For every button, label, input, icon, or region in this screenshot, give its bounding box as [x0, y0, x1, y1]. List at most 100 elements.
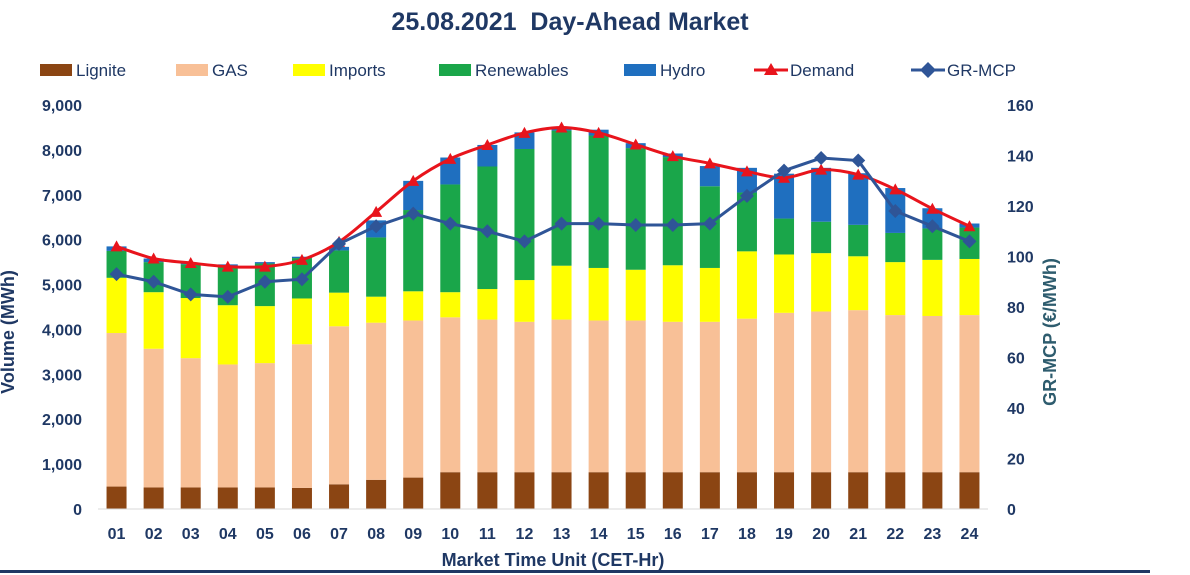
- bar-renewables: [774, 218, 795, 255]
- bar-imports: [106, 277, 127, 334]
- x-tick-label: 14: [590, 526, 608, 543]
- legend-swatch-renewables: [439, 64, 471, 76]
- bar-gas: [699, 321, 720, 473]
- bar-imports: [848, 256, 869, 311]
- point-demand: [370, 205, 383, 217]
- bar-lignite: [551, 472, 572, 509]
- bar-lignite: [588, 472, 609, 509]
- x-tick-label: 17: [701, 526, 719, 543]
- legend-label-renewables: Renewables: [475, 61, 569, 80]
- bar-renewables: [440, 184, 461, 293]
- bar-renewables: [106, 250, 127, 278]
- x-tick-label: 03: [182, 526, 200, 543]
- bar-gas: [217, 364, 238, 488]
- y-tick-label: 1,000: [42, 457, 82, 474]
- point-gr-mcp: [554, 216, 569, 231]
- legend-item-renewables: Renewables: [439, 61, 569, 80]
- point-demand: [926, 202, 939, 214]
- bar-hydro: [403, 180, 424, 211]
- point-gr-mcp: [109, 267, 124, 282]
- point-demand: [295, 253, 308, 265]
- bar-imports: [922, 259, 943, 316]
- x-axis: 01 02 03 04 05 06 07 08 09 10 11 12 13 14 15 16 17 18 19 20…: [98, 508, 988, 543]
- point-gr-mcp: [702, 216, 717, 231]
- bar-gas: [366, 322, 387, 480]
- y-tick-label: 9,000: [42, 98, 82, 115]
- x-tick-label: 08: [367, 526, 385, 543]
- point-demand: [703, 157, 716, 169]
- x-tick-label: 09: [404, 526, 422, 543]
- y2-tick-label: 20: [1007, 452, 1025, 469]
- point-gr-mcp: [443, 216, 458, 231]
- point-demand: [555, 121, 568, 133]
- legend-swatch-gas: [176, 64, 208, 76]
- legend-swatch-hydro: [624, 64, 656, 76]
- bar-lignite: [959, 472, 980, 509]
- y-tick-label: 5,000: [42, 278, 82, 295]
- bar-gas: [588, 320, 609, 473]
- legend-marker-demand: [764, 63, 778, 75]
- bar-renewables: [811, 221, 832, 254]
- bar-lignite: [180, 487, 201, 509]
- bar-imports: [662, 265, 683, 322]
- bar-imports: [588, 267, 609, 321]
- line-demand: [116, 125, 971, 269]
- point-demand: [666, 150, 679, 162]
- legend-swatch-imports: [293, 64, 325, 76]
- bar-lignite: [811, 472, 832, 509]
- bar-gas: [477, 319, 498, 473]
- y-tick-label: 3,000: [42, 367, 82, 384]
- x-tick-label: 05: [256, 526, 274, 543]
- x-tick-label: 11: [479, 526, 496, 543]
- bar-gas: [329, 326, 350, 485]
- point-demand: [184, 257, 197, 269]
- bar-lignite: [885, 472, 906, 509]
- bar-gas: [885, 315, 906, 473]
- bottom-rule: [0, 570, 1150, 573]
- bar-renewables: [885, 232, 906, 263]
- x-tick-label: 19: [775, 526, 793, 543]
- bar-imports: [440, 292, 461, 318]
- bar-imports: [551, 265, 572, 320]
- y-tick-label: 6,000: [42, 233, 82, 250]
- bar-hydro: [477, 144, 498, 167]
- bar-lignite: [329, 484, 350, 509]
- bar-renewables: [662, 157, 683, 266]
- bar-imports: [291, 298, 312, 345]
- x-tick-label: 13: [553, 526, 571, 543]
- legend-item-imports: Imports: [293, 61, 386, 80]
- line-gr-mcp: [116, 156, 971, 299]
- bar-imports: [774, 254, 795, 313]
- bar-imports: [254, 306, 275, 364]
- point-demand: [889, 183, 902, 195]
- bar-gas: [811, 311, 832, 473]
- y-tick-label: 8,000: [42, 143, 82, 160]
- bar-lignite: [217, 487, 238, 509]
- point-gr-mcp: [628, 217, 643, 232]
- legend-swatch-lignite: [40, 64, 72, 76]
- bar-hydro: [811, 167, 832, 222]
- bar-imports: [403, 291, 424, 321]
- bar-lignite: [514, 472, 535, 509]
- legend-label-demand: Demand: [790, 61, 854, 80]
- bar-hydro: [774, 173, 795, 219]
- legend-marker-gr-mcp: [920, 62, 936, 78]
- point-gr-mcp: [369, 219, 384, 234]
- point-gr-mcp: [665, 217, 680, 232]
- x-tick-label: 10: [441, 526, 459, 543]
- point-demand: [147, 252, 160, 264]
- y2-tick-label: 140: [1007, 149, 1034, 166]
- y2-tick-label: 100: [1007, 250, 1034, 267]
- bar-lignite: [477, 472, 498, 509]
- point-demand: [481, 138, 494, 150]
- point-gr-mcp: [220, 289, 235, 304]
- bar-gas: [736, 318, 757, 473]
- bar-lignite: [440, 472, 461, 509]
- point-demand: [592, 126, 605, 138]
- point-gr-mcp: [332, 236, 347, 251]
- legend-item-lignite: Lignite: [40, 61, 126, 80]
- point-gr-mcp: [591, 216, 606, 231]
- bar-imports: [699, 267, 720, 322]
- bar-lignite: [625, 472, 646, 509]
